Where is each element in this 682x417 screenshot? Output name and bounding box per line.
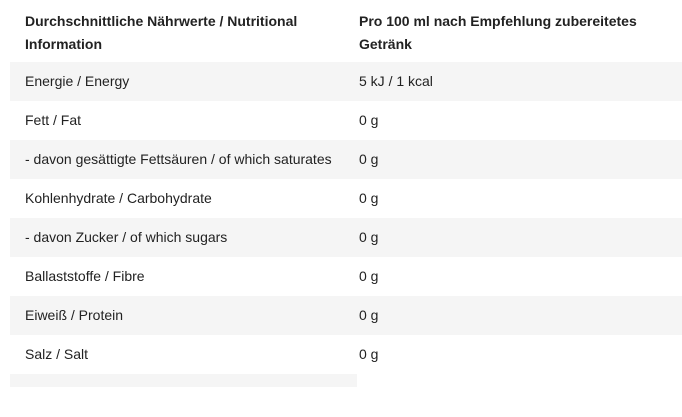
table-row: Kohlenhydrate / Carbohydrate 0 g: [10, 179, 682, 218]
table-row: Salz / Salt 0 g: [10, 335, 682, 374]
column-header-nutrients: Durchschnittliche Nährwerte / Nutritiona…: [25, 13, 298, 52]
nutrient-value: 0 g: [359, 190, 379, 206]
nutrition-table: Durchschnittliche Nährwerte / Nutritiona…: [10, 0, 682, 387]
nutrient-label: Eiweiß / Protein: [10, 296, 357, 335]
table-row: - davon Zucker / of which sugars 0 g: [10, 218, 682, 257]
nutrient-label: Energie / Energy: [10, 62, 357, 101]
table-header-row: Durchschnittliche Nährwerte / Nutritiona…: [10, 0, 682, 62]
table-row: Fett / Fat 0 g: [10, 101, 682, 140]
nutrient-label: Fett / Fat: [25, 112, 82, 128]
nutrient-value: 0 g: [357, 140, 682, 179]
nutrient-label: Kohlenhydrate / Carbohydrate: [25, 190, 212, 206]
nutrient-label: - davon Zucker / of which sugars: [10, 218, 357, 257]
table-row: - davon gesättigte Fettsäuren / of which…: [10, 140, 682, 179]
nutrient-value: 0 g: [359, 346, 379, 362]
nutrient-value: 5 kJ / 1 kcal: [357, 62, 682, 101]
nutrient-label: Salz / Salt: [25, 346, 89, 362]
table-row: Energie / Energy 5 kJ / 1 kcal: [10, 62, 682, 101]
table-row-empty: [10, 374, 682, 387]
nutrient-value: 0 g: [357, 296, 682, 335]
nutrient-label: Ballaststoffe / Fibre: [25, 268, 145, 284]
nutrient-label: - davon gesättigte Fettsäuren / of which…: [10, 140, 357, 179]
nutrient-value: 0 g: [357, 218, 682, 257]
table-row: Ballaststoffe / Fibre 0 g: [10, 257, 682, 296]
empty-cell: [10, 374, 357, 387]
nutrient-value: 0 g: [359, 268, 379, 284]
empty-cell: [357, 374, 682, 387]
table-row: Eiweiß / Protein 0 g: [10, 296, 682, 335]
column-header-per-100ml: Pro 100 ml nach Empfehlung zubereitetes …: [359, 13, 637, 52]
nutrient-value: 0 g: [359, 112, 379, 128]
